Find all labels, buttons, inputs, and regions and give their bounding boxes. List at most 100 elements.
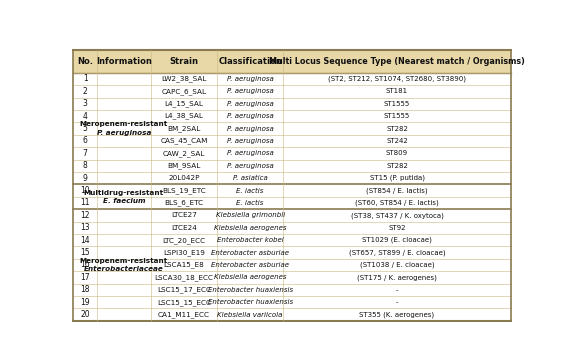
Bar bbox=[74, 110, 511, 122]
Text: ST1555: ST1555 bbox=[384, 113, 410, 119]
Text: Enterobacter huaxiensis: Enterobacter huaxiensis bbox=[207, 299, 293, 305]
Text: CA1_M11_ECC: CA1_M11_ECC bbox=[158, 311, 210, 318]
Text: L4_38_SAL: L4_38_SAL bbox=[165, 113, 203, 119]
Text: 5: 5 bbox=[83, 124, 88, 133]
Text: Classification: Classification bbox=[218, 57, 282, 66]
Text: CAS_45_CAM: CAS_45_CAM bbox=[160, 138, 207, 144]
Text: P. aeruginosa: P. aeruginosa bbox=[227, 76, 274, 82]
Bar bbox=[74, 184, 511, 197]
Bar bbox=[74, 122, 511, 135]
Bar bbox=[74, 160, 511, 172]
Bar bbox=[74, 234, 511, 247]
Bar bbox=[74, 197, 511, 209]
Bar bbox=[74, 147, 511, 160]
Bar bbox=[74, 271, 511, 283]
Text: ST282: ST282 bbox=[386, 126, 408, 131]
Text: Meropenem-resistant: Meropenem-resistant bbox=[80, 258, 168, 264]
Text: LSC15_17_ECC: LSC15_17_ECC bbox=[157, 286, 211, 293]
Text: 4: 4 bbox=[83, 111, 88, 121]
Text: (ST854 / E. lactis): (ST854 / E. lactis) bbox=[367, 187, 428, 194]
Text: P. aeruginosa: P. aeruginosa bbox=[97, 130, 151, 136]
Text: LTC_20_ECC: LTC_20_ECC bbox=[162, 237, 205, 244]
Text: 11: 11 bbox=[80, 198, 90, 207]
Text: P. aeruginosa: P. aeruginosa bbox=[227, 101, 274, 107]
Text: (ST175 / K. aerogenes): (ST175 / K. aerogenes) bbox=[357, 274, 437, 281]
Text: 16: 16 bbox=[80, 261, 90, 269]
Text: LSCA30_18_ECC: LSCA30_18_ECC bbox=[154, 274, 213, 281]
Text: BM_2SAL: BM_2SAL bbox=[167, 125, 201, 132]
Bar bbox=[74, 222, 511, 234]
Text: 9: 9 bbox=[83, 174, 88, 183]
Text: LW2_38_SAL: LW2_38_SAL bbox=[161, 76, 206, 82]
Text: 17: 17 bbox=[80, 273, 90, 282]
Text: 20: 20 bbox=[80, 310, 90, 319]
Bar bbox=[74, 135, 511, 147]
Text: 15: 15 bbox=[80, 248, 90, 257]
Bar bbox=[74, 172, 511, 184]
Text: 8: 8 bbox=[83, 161, 88, 170]
Text: 2: 2 bbox=[83, 87, 88, 96]
Text: Information: Information bbox=[96, 57, 152, 66]
Text: 20L042P: 20L042P bbox=[168, 175, 199, 181]
Text: Multi Locus Sequence Type (Nearest match / Organisms): Multi Locus Sequence Type (Nearest match… bbox=[269, 57, 525, 66]
Text: P. aeruginosa: P. aeruginosa bbox=[227, 150, 274, 156]
Text: 19: 19 bbox=[80, 298, 90, 307]
Text: 3: 3 bbox=[83, 99, 88, 108]
Text: P. aeruginosa: P. aeruginosa bbox=[227, 138, 274, 144]
Bar bbox=[74, 209, 511, 222]
Bar bbox=[74, 259, 511, 271]
Bar bbox=[74, 247, 511, 259]
Text: Enterobacter asburiae: Enterobacter asburiae bbox=[211, 249, 289, 256]
Text: 1: 1 bbox=[83, 75, 88, 83]
Text: ST282: ST282 bbox=[386, 163, 408, 169]
Text: 13: 13 bbox=[80, 223, 90, 232]
Bar bbox=[74, 85, 511, 97]
Text: ST92: ST92 bbox=[388, 225, 406, 231]
Text: No.: No. bbox=[77, 57, 93, 66]
Bar bbox=[74, 73, 511, 85]
Bar bbox=[74, 283, 511, 296]
Text: Meropenem-resistant: Meropenem-resistant bbox=[80, 121, 168, 127]
Text: E. lactis: E. lactis bbox=[237, 188, 264, 194]
Text: BLS_6_ETC: BLS_6_ETC bbox=[164, 199, 203, 206]
Text: -: - bbox=[396, 299, 398, 305]
Bar bbox=[74, 308, 511, 321]
Text: 6: 6 bbox=[83, 136, 88, 146]
Text: ST1029 (E. cloacae): ST1029 (E. cloacae) bbox=[362, 237, 432, 243]
Text: Klebsiella aerogenes: Klebsiella aerogenes bbox=[214, 274, 286, 281]
Text: (ST657, ST899 / E. cloacae): (ST657, ST899 / E. cloacae) bbox=[349, 249, 445, 256]
Text: LSCA15_E8: LSCA15_E8 bbox=[164, 262, 204, 268]
Text: 10: 10 bbox=[80, 186, 90, 195]
Text: ST181: ST181 bbox=[386, 88, 408, 94]
Text: 18: 18 bbox=[80, 285, 90, 294]
Text: (ST2, ST212, ST1074, ST2680, ST3890): (ST2, ST212, ST1074, ST2680, ST3890) bbox=[328, 76, 466, 82]
Text: CAPC_6_SAL: CAPC_6_SAL bbox=[161, 88, 206, 95]
Text: Klebsiella variicola: Klebsiella variicola bbox=[218, 312, 283, 317]
Text: ST1555: ST1555 bbox=[384, 101, 410, 107]
Text: CAW_2_SAL: CAW_2_SAL bbox=[162, 150, 205, 157]
Text: BM_9SAL: BM_9SAL bbox=[167, 163, 201, 169]
Text: Klebsiella aerogenes: Klebsiella aerogenes bbox=[214, 225, 286, 231]
Text: 12: 12 bbox=[80, 211, 90, 220]
Text: LSPI30_E19: LSPI30_E19 bbox=[163, 249, 205, 256]
Text: Enterobacter asburiae: Enterobacter asburiae bbox=[211, 262, 289, 268]
Text: ST15 (P. putida): ST15 (P. putida) bbox=[369, 175, 425, 181]
Text: P. aeruginosa: P. aeruginosa bbox=[227, 126, 274, 131]
Text: Strain: Strain bbox=[169, 57, 198, 66]
Text: 14: 14 bbox=[80, 236, 90, 245]
Text: Multidrug-resistant: Multidrug-resistant bbox=[84, 189, 164, 195]
Text: Enterobacter kobei: Enterobacter kobei bbox=[217, 237, 283, 243]
Text: (ST38, ST437 / K. oxytoca): (ST38, ST437 / K. oxytoca) bbox=[351, 212, 443, 219]
Text: L4_15_SAL: L4_15_SAL bbox=[165, 100, 203, 107]
Text: P. asiatica: P. asiatica bbox=[233, 175, 267, 181]
Text: Klebsiella grimonbii: Klebsiella grimonbii bbox=[215, 212, 285, 218]
Text: ST242: ST242 bbox=[386, 138, 408, 144]
Bar bbox=[74, 97, 511, 110]
Text: ST355 (K. aerogenes): ST355 (K. aerogenes) bbox=[360, 311, 434, 318]
Text: P. aeruginosa: P. aeruginosa bbox=[227, 113, 274, 119]
Bar bbox=[74, 296, 511, 308]
Text: P. aeruginosa: P. aeruginosa bbox=[227, 163, 274, 169]
Text: Enterobacter huaxiensis: Enterobacter huaxiensis bbox=[207, 287, 293, 293]
Text: LTCE24: LTCE24 bbox=[171, 225, 197, 231]
Text: Enterobacteriaceae: Enterobacteriaceae bbox=[84, 266, 164, 272]
